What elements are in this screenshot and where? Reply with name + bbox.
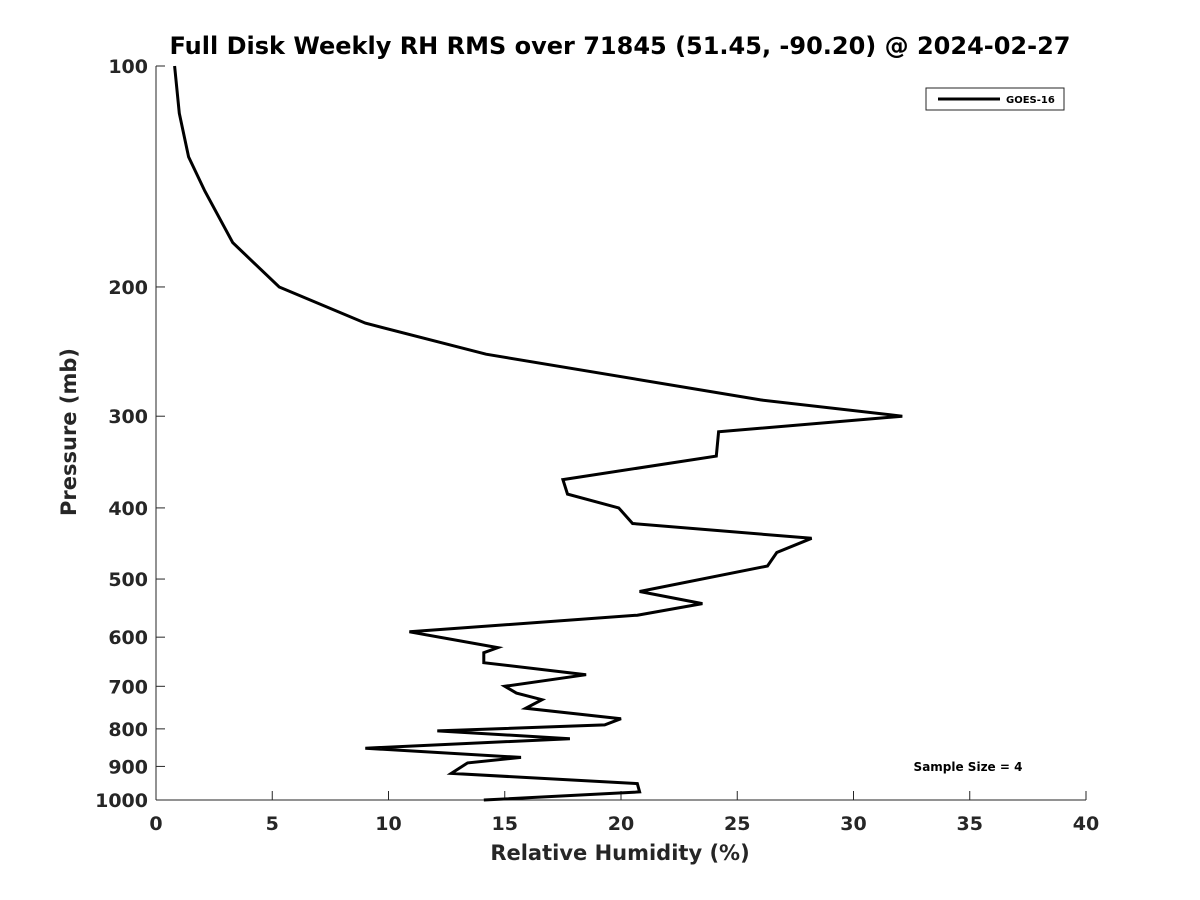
x-tick-label: 30 — [840, 813, 866, 835]
x-tick-label: 20 — [608, 813, 634, 835]
y-tick-label: 100 — [108, 56, 148, 78]
y-tick-label: 900 — [108, 756, 148, 778]
x-tick-label: 0 — [149, 813, 162, 835]
chart-title: Full Disk Weekly RH RMS over 71845 (51.4… — [169, 32, 1070, 60]
y-tick-label: 800 — [108, 719, 148, 741]
x-tick-label: 15 — [492, 813, 518, 835]
y-axis-label: Pressure (mb) — [57, 348, 81, 516]
y-tick-label: 1000 — [95, 790, 148, 812]
x-axis-ticks: 0 5 10 15 20 25 30 35 40 — [149, 791, 1099, 835]
axes — [155, 66, 1086, 801]
x-tick-label: 25 — [724, 813, 750, 835]
y-axis-ticks: 100 200 300 400 500 600 700 800 900 1000 — [95, 56, 165, 812]
y-tick-label: 300 — [108, 406, 148, 428]
x-axis-label: Relative Humidity (%) — [490, 841, 749, 865]
legend-label: GOES-16 — [1006, 95, 1055, 106]
x-tick-label: 5 — [266, 813, 279, 835]
y-tick-label: 400 — [108, 498, 148, 520]
series-line-goes-16 — [173, 65, 903, 802]
y-tick-label: 700 — [108, 676, 148, 698]
x-tick-label: 10 — [375, 813, 401, 835]
sample-size-annotation: Sample Size = 4 — [914, 760, 1023, 774]
series-layer — [173, 65, 903, 802]
x-tick-label: 40 — [1073, 813, 1099, 835]
y-tick-label: 600 — [108, 627, 148, 649]
y-tick-label: 200 — [108, 277, 148, 299]
x-tick-label: 35 — [957, 813, 983, 835]
y-tick-label: 500 — [108, 569, 148, 591]
legend: GOES-16 — [925, 87, 1065, 111]
